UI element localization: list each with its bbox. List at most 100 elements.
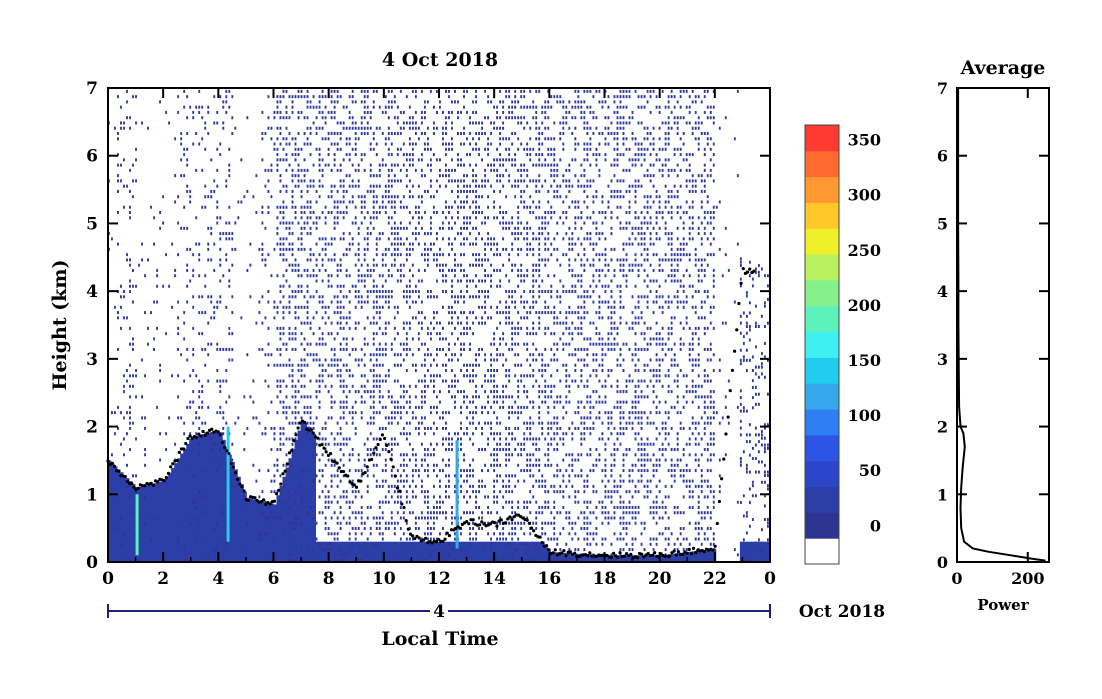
heatmap-cell [393, 532, 396, 536]
heatmap-cell [526, 500, 529, 504]
heatmap-cell [448, 179, 450, 183]
heatmap-cell [258, 532, 261, 536]
heatmap-cell [294, 137, 297, 141]
heatmap-cell [360, 121, 363, 125]
heatmap-cell [526, 437, 529, 441]
heatmap-cell [490, 537, 493, 541]
heatmap-cell [472, 311, 474, 315]
heatmap-cell [508, 158, 511, 162]
heatmap-cell [348, 369, 351, 373]
heatmap-cell [309, 326, 312, 330]
heatmap-cell [451, 516, 453, 520]
heatmap-cell [496, 537, 499, 541]
heatmap-cell [574, 311, 577, 315]
heatmap-cell [592, 369, 595, 373]
heatmap-cell [429, 290, 432, 294]
heatmap-cell [532, 558, 535, 562]
heatmap-cell [466, 279, 468, 283]
heatmap-cell [514, 484, 517, 488]
heatmap-cell [553, 552, 557, 562]
heatmap-cell [273, 516, 276, 520]
heatmap-cell [393, 305, 396, 309]
heatmap-cell [279, 347, 282, 351]
heatmap-cell [378, 274, 381, 278]
heatmap-cell [348, 411, 351, 415]
heatmap-cell [363, 258, 366, 262]
heatmap-cell [541, 163, 544, 167]
heatmap-cell [429, 541, 434, 562]
heatmap-cell [520, 268, 523, 272]
heatmap-cell [129, 548, 131, 552]
heatmap-cell [279, 100, 282, 104]
heatmap-cell [571, 484, 574, 488]
heatmap-cell [360, 358, 363, 362]
heatmap-cell [520, 453, 523, 457]
heatmap-cell [297, 132, 300, 136]
heatmap-cell [535, 126, 538, 130]
heatmap-cell [360, 153, 363, 157]
heatmap-cell [550, 253, 553, 257]
heatmap-cell [529, 490, 532, 494]
heatmap-cell [291, 268, 294, 272]
heatmap-cell [384, 353, 387, 357]
heatmap-cell [291, 332, 294, 336]
heatmap-cell [345, 342, 348, 346]
heatmap-cell [396, 242, 399, 246]
heatmap-cell [222, 105, 225, 109]
heatmap-cell [505, 300, 508, 304]
heatmap-cell [550, 290, 553, 294]
heatmap-cell [411, 163, 414, 167]
heatmap-cell [372, 137, 375, 141]
heatmap-cell [451, 358, 453, 362]
heatmap-cell [556, 232, 559, 236]
heatmap-cell [541, 363, 544, 367]
heatmap-cell [592, 390, 595, 394]
heatmap-cell [120, 542, 122, 546]
heatmap-cell [294, 458, 297, 462]
heatmap-cell [408, 179, 411, 183]
heatmap-cell [123, 316, 125, 320]
heatmap-cell [568, 311, 571, 315]
heatmap-cell [496, 416, 499, 420]
heatmap-cell [327, 279, 330, 283]
heatmap-cell [375, 332, 378, 336]
heatmap-cell [321, 174, 324, 178]
heatmap-cell [336, 132, 339, 136]
heatmap-cell [426, 426, 429, 430]
heatmap-cell [120, 479, 122, 483]
heatmap-cell [469, 342, 471, 346]
heatmap-cell [282, 511, 285, 515]
heatmap-cell [442, 268, 444, 272]
heatmap-cell [469, 121, 471, 125]
heatmap-cell [532, 321, 535, 325]
heatmap-cell [225, 258, 228, 262]
heatmap-cell [408, 527, 411, 531]
heatmap-cell [396, 311, 399, 315]
heatmap-cell [411, 416, 414, 420]
heatmap-cell [505, 374, 508, 378]
heatmap-cell [372, 405, 375, 409]
heatmap-cell [342, 474, 345, 478]
heatmap-cell [117, 242, 119, 246]
heatmap-cell [177, 316, 180, 320]
heatmap-cell [246, 426, 249, 430]
heatmap-cell [339, 184, 342, 188]
heatmap-cell [201, 105, 204, 109]
heatmap-cell [435, 189, 438, 193]
heatmap-cell [219, 295, 222, 299]
heatmap-cell [475, 95, 477, 99]
heatmap-cell [288, 537, 291, 541]
heatmap-cell [454, 274, 456, 278]
heatmap-cell [117, 347, 119, 351]
heatmap-cell [285, 268, 288, 272]
heatmap-cell [231, 116, 234, 120]
heatmap-cell [523, 521, 526, 525]
heatmap-cell [273, 147, 276, 151]
heatmap-cell [339, 369, 342, 373]
heatmap-cell [303, 505, 306, 509]
heatmap-cell [207, 105, 210, 109]
heatmap-cell [442, 253, 444, 257]
heatmap-cell [454, 548, 456, 552]
heatmap-cell [336, 332, 339, 336]
heatmap-cell [393, 553, 396, 557]
